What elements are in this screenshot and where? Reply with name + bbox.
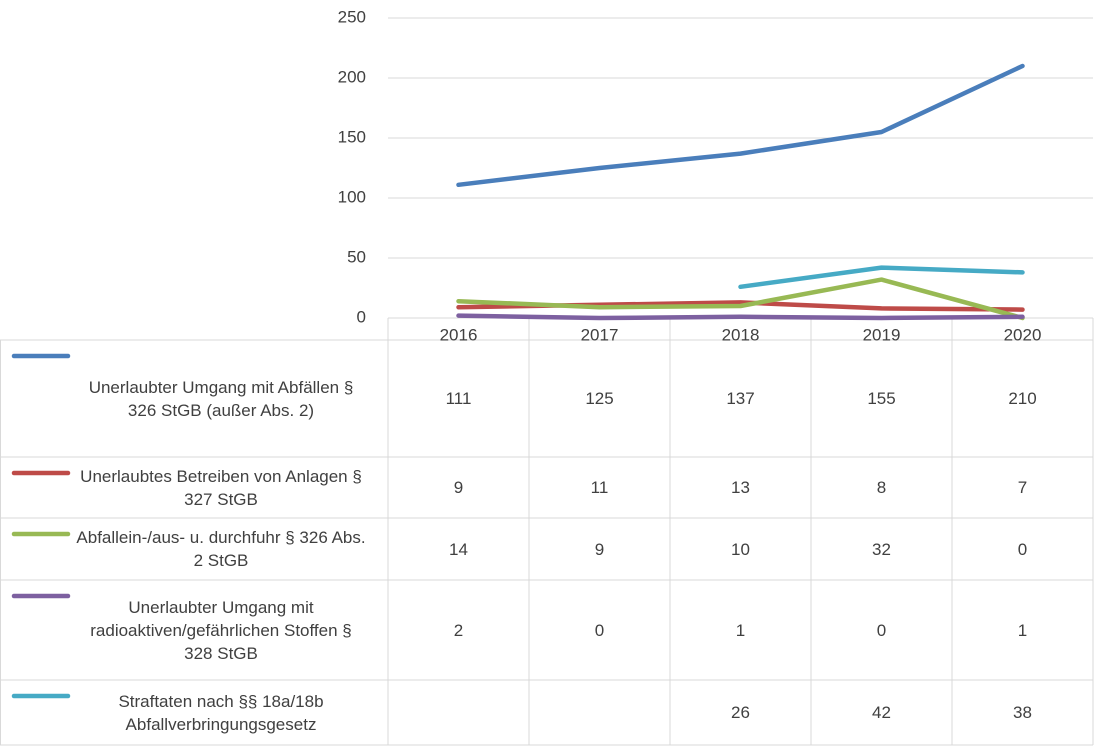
y-tick-label: 200 [338, 67, 366, 86]
table-value: 1 [735, 620, 746, 640]
table-value: 155 [867, 389, 896, 408]
x-tick-label: 2016 [440, 325, 478, 344]
series-line [456, 277, 1025, 321]
x-tick-label: 2018 [722, 325, 760, 344]
table-value: 8 [876, 478, 887, 497]
legend-label: Abfallein-/aus- u. durchfuhr § 326 Abs. … [76, 528, 366, 570]
y-tick-label: 50 [347, 247, 366, 266]
table-value: 9 [594, 539, 605, 559]
y-tick-label: 150 [338, 127, 366, 146]
x-tick-label: 2020 [1004, 325, 1042, 344]
table-value: 13 [731, 478, 750, 497]
x-tick-label: 2017 [581, 325, 619, 344]
series-line [456, 313, 1025, 321]
table-value: 1 [1017, 620, 1028, 640]
table-value: 32 [872, 539, 891, 559]
series-line [738, 265, 1025, 290]
legend-label: Straftaten nach §§ 18a/18b Abfallverbrin… [118, 691, 324, 734]
table-value: 14 [449, 539, 468, 559]
y-tick-label: 250 [338, 7, 366, 26]
x-tick-label: 2019 [863, 325, 901, 344]
table-value: 125 [585, 389, 614, 408]
table-value: 2 [453, 620, 464, 640]
legend-label: Unerlaubter Umgang mit radioaktiven/gefä… [90, 597, 352, 663]
table-value: 10 [731, 539, 750, 559]
legend-label: Unerlaubter Umgang mit Abfällen § 326 St… [88, 377, 354, 420]
table-value: 137 [726, 389, 755, 408]
table-value: 111 [445, 389, 472, 408]
table-value: 0 [876, 620, 887, 640]
series-line [456, 63, 1025, 188]
table-value: 210 [1008, 389, 1037, 408]
legend-label: Unerlaubtes Betreiben von Anlagen § 327 … [80, 466, 362, 509]
table-value: 9 [453, 478, 464, 497]
table-value: 7 [1017, 478, 1028, 497]
table-value: 26 [731, 703, 750, 722]
table-value: 38 [1013, 703, 1032, 722]
table-value: 11 [590, 478, 609, 497]
table-value: 0 [594, 620, 605, 640]
y-tick-label: 100 [338, 187, 366, 206]
table-value: 42 [872, 703, 891, 722]
y-tick-label: 0 [357, 307, 366, 326]
table-value: 0 [1017, 539, 1028, 559]
